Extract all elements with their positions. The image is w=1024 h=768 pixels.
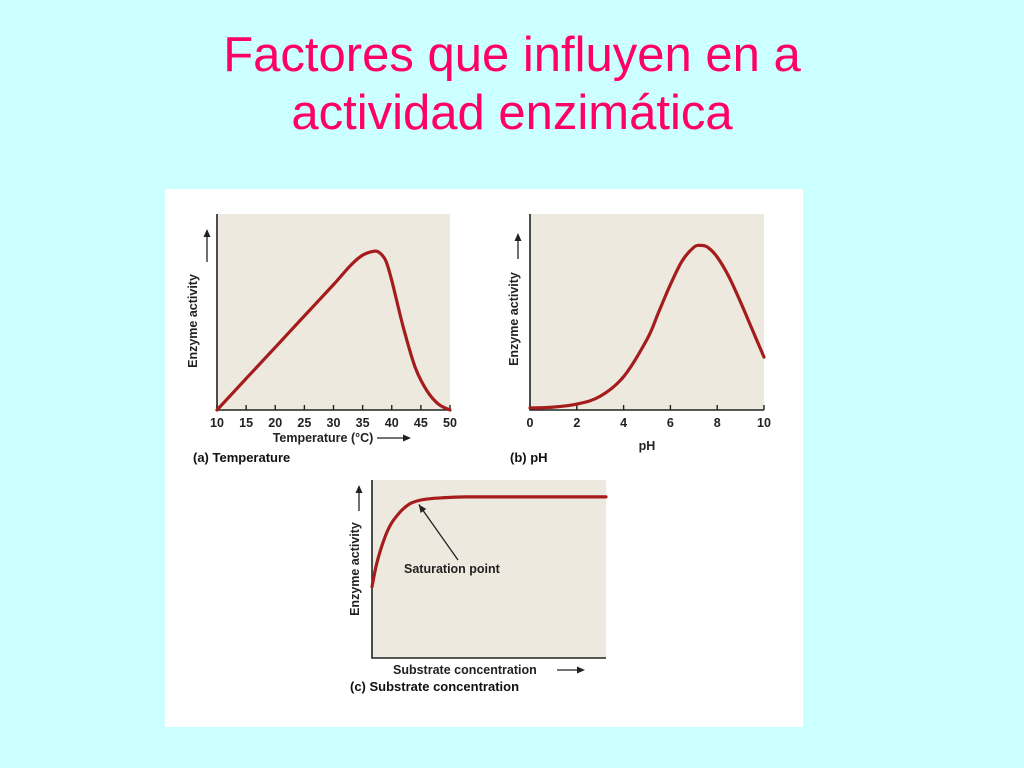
x-ticks-ph: 0 2 4 6 8 10 [527, 405, 771, 430]
slide-title-line-1: Factores que influyen en a [223, 28, 801, 82]
x-tick-label-temperature-50: 50 [443, 416, 457, 430]
ylabel-arrow-ph [514, 233, 522, 259]
x-tick-label-ph-2: 2 [573, 416, 580, 430]
saturation-pointer [418, 504, 459, 561]
enzyme-activity-figure: 10 15 20 25 30 35 40 45 50 Enzyme activity Tempe… [186, 214, 771, 694]
x-tick-label-ph-0: 0 [527, 416, 534, 430]
x-tick-label-ph-4: 4 [620, 416, 627, 430]
xlabel-arrow-substrate [557, 666, 585, 674]
x-tick-label-temperature-40: 40 [385, 416, 399, 430]
ylabel-arrow-temperature [203, 229, 211, 262]
ylabel-temperature: Enzyme activity [186, 274, 200, 368]
x-tick-label-temperature-35: 35 [356, 416, 370, 430]
x-tick-label-temperature-10: 10 [210, 416, 224, 430]
axes-substrate [371, 480, 606, 659]
x-tick-label-ph-10: 10 [757, 416, 771, 430]
annotation-saturation-point: Saturation point [404, 562, 501, 576]
xlabel-ph: pH [639, 439, 656, 453]
chart-ph: 0 2 4 6 8 10 Enzyme activity pH (b) pH [507, 214, 771, 465]
chart-temperature: 10 15 20 25 30 35 40 45 50 Enzyme activity Tempe… [186, 214, 457, 465]
ylabel-ph: Enzyme activity [507, 272, 521, 366]
x-tick-label-ph-6: 6 [667, 416, 674, 430]
x-ticks-temperature: 10 15 20 25 30 35 40 45 50 [210, 405, 457, 430]
plot-area-substrate [372, 480, 606, 658]
x-tick-label-temperature-45: 45 [414, 416, 428, 430]
xlabel-substrate: Substrate concentration [393, 663, 537, 677]
slide-title: Factores que influyen en a actividad enz… [0, 26, 1024, 142]
figure-panel: 10 15 20 25 30 35 40 45 50 Enzyme activity Tempe… [165, 189, 803, 727]
ylabel-substrate: Enzyme activity [348, 522, 362, 616]
xlabel-arrow-temperature [377, 434, 411, 442]
caption-temperature: (a) Temperature [193, 450, 290, 465]
curve-ph [528, 243, 766, 410]
x-tick-label-temperature-20: 20 [268, 416, 282, 430]
x-tick-label-temperature-15: 15 [239, 416, 253, 430]
chart-substrate: Saturation point Enzyme activity Substra… [348, 480, 608, 694]
ylabel-arrow-substrate [355, 485, 363, 511]
curve-substrate [370, 495, 608, 589]
caption-ph: (b) pH [510, 450, 548, 465]
plot-area-ph [530, 214, 764, 410]
slide-title-line-2: actividad enzimática [291, 86, 733, 140]
plot-area-temperature [217, 214, 450, 410]
caption-substrate: (c) Substrate concentration [350, 679, 519, 694]
curve-temperature [215, 249, 452, 412]
x-tick-label-temperature-30: 30 [327, 416, 341, 430]
xlabel-temperature: Temperature (°C) [273, 431, 374, 445]
x-tick-label-ph-8: 8 [714, 416, 721, 430]
x-tick-label-temperature-25: 25 [297, 416, 311, 430]
